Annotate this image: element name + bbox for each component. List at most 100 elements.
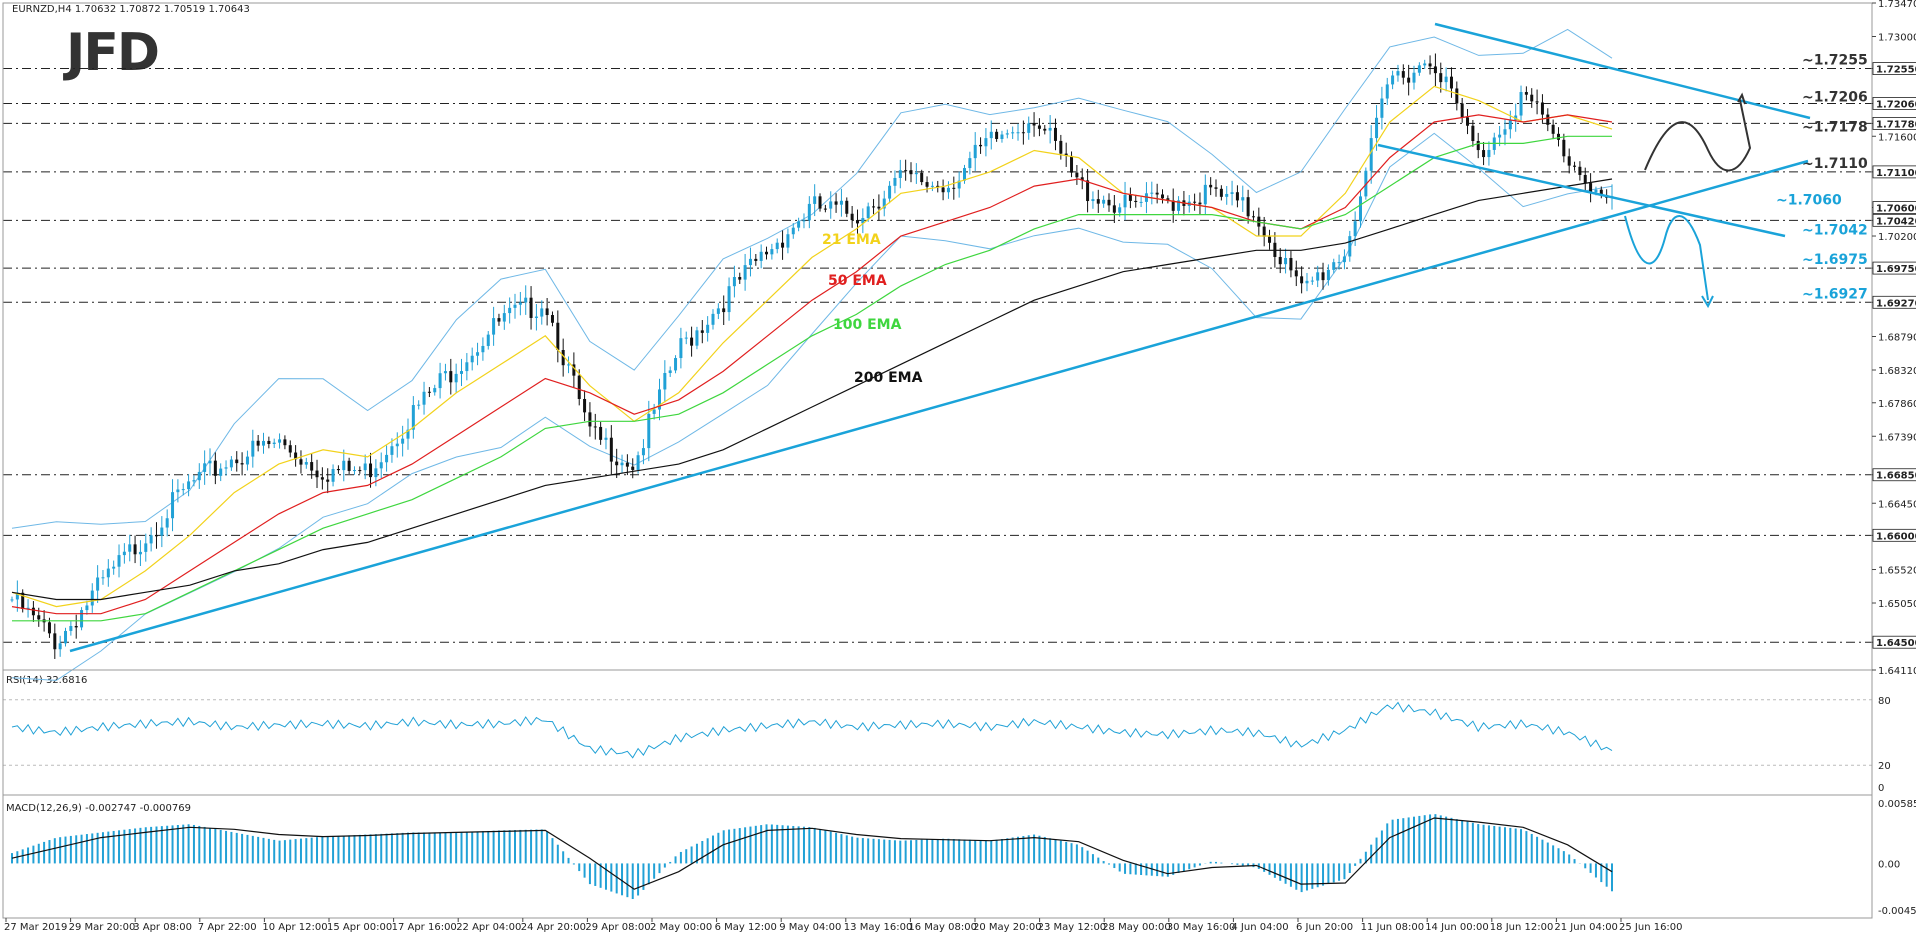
candle-body	[1428, 63, 1432, 67]
candle-body	[1412, 72, 1416, 83]
level-axis-label: 1.66850	[1876, 471, 1916, 482]
candle-body	[449, 371, 453, 383]
x-tick-label: 20 May 20:00	[973, 922, 1042, 933]
candle-body	[946, 187, 950, 193]
candle-body	[716, 308, 720, 314]
candle-body	[1268, 236, 1272, 243]
y-tick-label: 1.66450	[1878, 499, 1916, 510]
candle-body	[117, 555, 121, 567]
candle-body	[845, 200, 849, 214]
candle-body	[1471, 125, 1475, 142]
level-axis-box	[1872, 201, 1916, 214]
candle-body	[1567, 156, 1571, 166]
candle-body	[759, 251, 763, 261]
candle-body	[1583, 174, 1587, 184]
x-tick-label: 2 May 00:00	[650, 922, 712, 933]
candle-body	[192, 480, 196, 482]
candle-body	[90, 590, 94, 606]
candle-body	[1599, 189, 1603, 196]
candle-body	[1166, 198, 1170, 201]
candle-body	[1332, 262, 1336, 270]
candle-body	[1498, 134, 1502, 138]
x-tick-label: 30 May 16:00	[1167, 922, 1236, 933]
candle-body	[1326, 269, 1330, 281]
x-tick-label: 18 Jun 12:00	[1490, 922, 1554, 933]
candle-body	[577, 375, 581, 399]
candle-body	[877, 206, 881, 209]
x-tick-label: 15 Apr 00:00	[327, 922, 392, 933]
candle-body	[1321, 272, 1325, 281]
macd-signal-line	[11, 817, 1613, 890]
candle-body	[96, 577, 100, 591]
rsi-tick-label: 80	[1878, 696, 1891, 707]
candle-body	[995, 131, 999, 139]
x-tick-label: 13 May 16:00	[844, 922, 913, 933]
candle-body	[593, 426, 597, 428]
candle-body	[502, 313, 506, 322]
candle-body	[1375, 117, 1379, 139]
candle-body	[47, 622, 51, 634]
candle-body	[855, 220, 859, 224]
candle-body	[219, 468, 223, 476]
y-tick-label: 1.68320	[1878, 366, 1916, 377]
candle-body	[882, 198, 886, 209]
candle-body	[1037, 125, 1041, 129]
candle-body	[1209, 184, 1213, 188]
candle-body	[636, 455, 640, 470]
candle-body	[963, 168, 967, 181]
candle-body	[888, 185, 892, 199]
candle-body	[1401, 71, 1405, 78]
candle-body	[925, 182, 929, 187]
candle-body	[74, 626, 78, 628]
level-axis-box	[1872, 528, 1916, 542]
x-tick-label: 22 Apr 04:00	[456, 922, 521, 933]
level-axis-label: 1.69750	[1876, 264, 1916, 275]
ema-label: 100 EMA	[833, 317, 902, 333]
candle-body	[834, 201, 838, 205]
candle-body	[492, 318, 496, 335]
candle-body	[203, 463, 207, 472]
bollinger-upper	[11, 28, 1613, 529]
candle-body	[1155, 192, 1159, 195]
candle-body	[540, 308, 544, 317]
ema-line-3	[11, 178, 1613, 601]
level-axis-box	[1872, 97, 1916, 110]
level-axis-label: 1.69270	[1876, 298, 1916, 309]
candle-body	[272, 442, 276, 444]
candle-body	[711, 313, 715, 325]
candle-body	[941, 187, 945, 193]
candle-body	[406, 429, 410, 439]
candle-body	[497, 318, 501, 322]
candle-body	[358, 470, 362, 472]
candle-body	[1251, 216, 1255, 218]
level-label: ~1.6927	[1802, 286, 1868, 302]
candle-body	[411, 405, 415, 430]
candle-body	[53, 633, 57, 650]
candle-body	[588, 412, 592, 427]
candle-body	[443, 371, 447, 374]
candle-body	[561, 350, 565, 366]
y-tick-label: 1.65050	[1878, 599, 1916, 610]
candle-body	[80, 610, 84, 628]
candle-body	[1230, 192, 1234, 194]
x-tick-label: 3 Apr 08:00	[133, 922, 192, 933]
candle-body	[604, 437, 608, 440]
candle-body	[657, 389, 661, 410]
candle-body	[1107, 199, 1111, 206]
candle-body	[1070, 155, 1074, 173]
candle-body	[545, 308, 549, 316]
candle-body	[1134, 200, 1138, 203]
candle-body	[1005, 133, 1009, 135]
level-axis-label: 1.72550	[1876, 65, 1916, 76]
candle-body	[1546, 114, 1550, 125]
level-axis-box	[1872, 62, 1916, 75]
candle-body	[797, 221, 801, 228]
candle-body	[10, 599, 14, 601]
candle-body	[754, 258, 758, 261]
candle-body	[1460, 103, 1464, 118]
macd-panel-border	[2, 794, 1873, 919]
candle-body	[433, 388, 437, 393]
candle-body	[229, 459, 233, 468]
x-tick-label: 27 Mar 2019	[4, 922, 67, 933]
